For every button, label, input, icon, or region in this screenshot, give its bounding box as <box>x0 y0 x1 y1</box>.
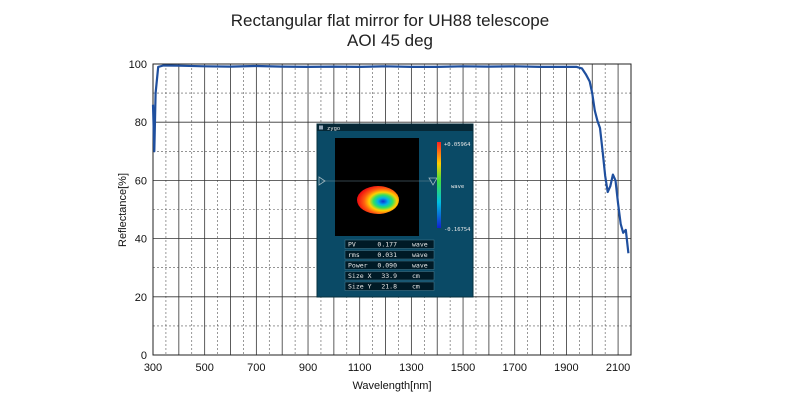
y-tick-label: 0 <box>141 350 147 362</box>
inset-window-label: zygo <box>327 126 340 132</box>
x-axis-label: Wavelength[nm] <box>352 380 431 392</box>
y-axis-label: Reflectance[%] <box>117 173 129 247</box>
x-tick-label: 900 <box>299 362 317 374</box>
reflectance-curve <box>151 64 630 254</box>
y-tick-labels: 0 20 40 60 80 100 <box>129 59 147 362</box>
y-tick-label: 60 <box>135 175 147 187</box>
x-tick-label: 1700 <box>502 362 526 374</box>
x-tick-label: 300 <box>144 362 162 374</box>
chart-title-line1: Rectangular flat mirror for UH88 telesco… <box>231 11 549 30</box>
x-tick-label: 2100 <box>606 362 630 374</box>
colorbar-max: +0.05964 <box>444 142 471 148</box>
profile-marker-left-icon <box>318 176 326 186</box>
stat-value: 21.8 <box>381 283 397 291</box>
stats-panel: PV 0.177 wave rms 0.031 wave Power 0.090 wave Siz… <box>344 239 435 291</box>
stat-value: 33.9 <box>381 272 397 280</box>
y-tick-label: 80 <box>135 117 147 129</box>
stat-value: 0.031 <box>377 251 397 259</box>
stat-unit: wave <box>412 241 428 249</box>
stat-unit: wave <box>412 262 428 270</box>
y-tick-label: 40 <box>135 234 147 246</box>
stat-unit: cm <box>412 272 420 280</box>
stat-row <box>344 250 435 260</box>
stat-value: 0.090 <box>377 262 397 270</box>
stat-name: Size X <box>348 272 372 280</box>
chart-title-line2: AOI 45 deg <box>347 31 433 50</box>
x-tick-label: 700 <box>247 362 265 374</box>
x-tick-labels: 300 500 700 900 1100 1300 1500 1700 1900 2100 <box>144 362 631 374</box>
y-tick-label: 20 <box>135 292 147 304</box>
x-tick-label: 1300 <box>399 362 423 374</box>
stat-name: rms <box>348 251 360 259</box>
colorbar-unit: wave <box>451 184 464 190</box>
plot-frame <box>152 63 632 356</box>
x-tick-label: 1900 <box>554 362 578 374</box>
profile-marker-right-icon <box>428 177 438 186</box>
stat-row <box>344 260 435 270</box>
x-tick-label: 1500 <box>451 362 475 374</box>
stat-name: Power <box>348 262 368 270</box>
window-menu-icon <box>319 125 323 130</box>
y-tick-label: 100 <box>129 59 147 71</box>
stat-unit: cm <box>412 283 420 291</box>
colorbar <box>437 142 441 228</box>
surface-blob <box>357 186 399 214</box>
stat-name: Size Y <box>348 283 372 291</box>
interferogram-inset: zygo +0.05964 wave -0.16754 PV 0.177 wave r… <box>316 123 474 298</box>
stat-row <box>344 281 435 291</box>
stat-row <box>344 271 435 281</box>
stat-row <box>344 239 435 249</box>
colorbar-min: -0.16754 <box>444 227 471 233</box>
stat-unit: wave <box>412 251 428 259</box>
stat-value: 0.177 <box>377 241 397 249</box>
x-tick-label: 500 <box>195 362 213 374</box>
x-tick-label: 1100 <box>348 362 372 374</box>
stat-name: PV <box>348 241 356 249</box>
